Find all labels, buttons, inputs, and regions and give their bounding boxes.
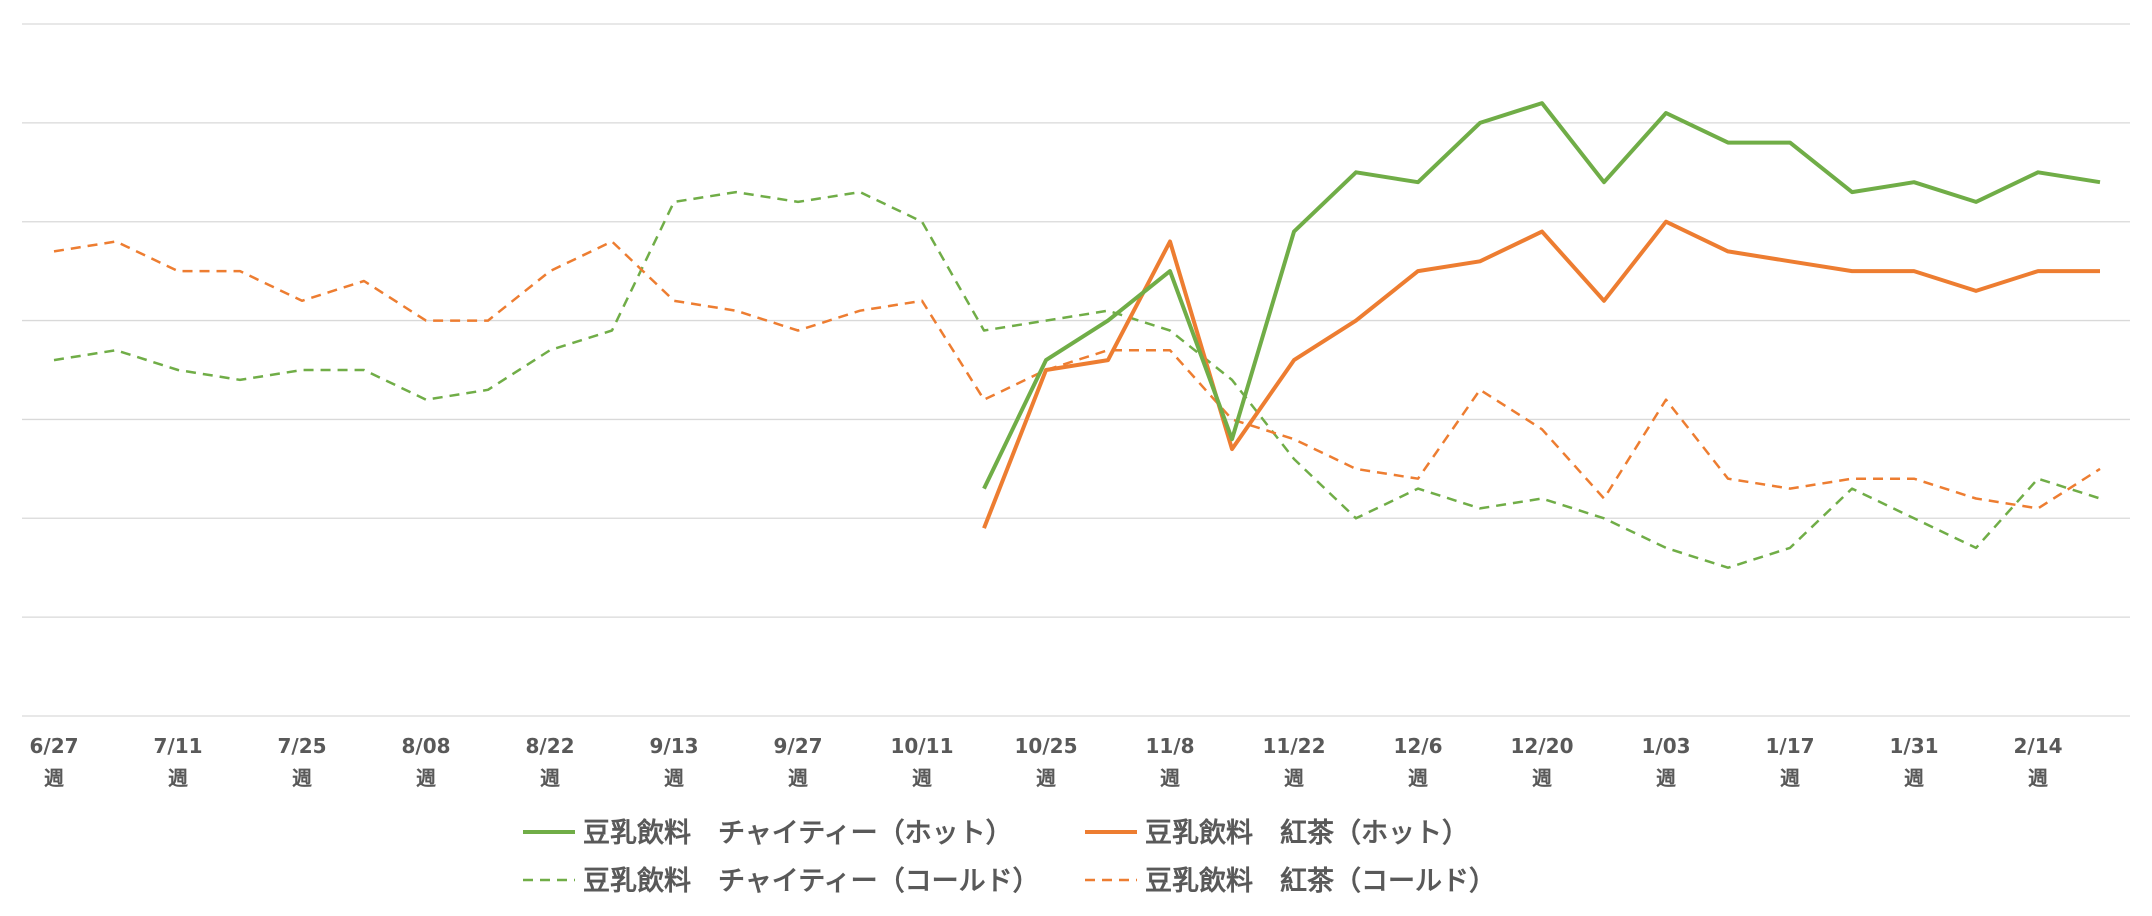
x-tick-label-unit: 週 — [1160, 766, 1180, 790]
x-tick-label-unit: 週 — [1656, 766, 1676, 790]
x-tick-label: 8/08 — [401, 734, 450, 758]
gridlines — [22, 23, 2130, 717]
x-tick-label: 1/03 — [1641, 734, 1690, 758]
legend-label: 豆乳飲料 紅茶（ホット） — [1145, 817, 1469, 849]
x-tick-label: 10/11 — [891, 734, 954, 758]
series-lines — [53, 101, 2101, 569]
x-tick-label-unit: 週 — [1904, 766, 1924, 790]
x-tick-label: 9/13 — [649, 734, 698, 758]
x-tick-label: 1/31 — [1889, 734, 1938, 758]
x-tick-label: 2/14 — [2013, 734, 2062, 758]
x-tick-label: 11/22 — [1263, 734, 1326, 758]
x-tick-label-unit: 週 — [664, 766, 684, 790]
x-tick-label-unit: 週 — [416, 766, 436, 790]
legend-label: 豆乳飲料 チャイティー（ホット） — [583, 817, 1013, 849]
x-axis-tick-labels: 6/27 週 7/11 週 7/25 週 8/08 週 8/22 週 9/13 週 9/27 週 10/11… — [29, 734, 2062, 790]
x-tick-label: 1/17 — [1765, 734, 1814, 758]
x-tick-label: 12/20 — [1511, 734, 1574, 758]
x-tick-label: 10/25 — [1015, 734, 1078, 758]
x-tick-label: 12/6 — [1393, 734, 1442, 758]
series-line-2 — [53, 190, 2101, 569]
legend-label: 豆乳飲料 紅茶（コールド） — [1145, 865, 1496, 897]
x-tick-label-unit: 週 — [1532, 766, 1552, 790]
x-tick-label: 9/27 — [773, 734, 822, 758]
x-tick-label-unit: 週 — [788, 766, 808, 790]
series-line-3 — [53, 240, 2101, 510]
x-tick-label-unit: 週 — [1780, 766, 1800, 790]
x-tick-label-unit: 週 — [1284, 766, 1304, 790]
x-tick-label-unit: 週 — [168, 766, 188, 790]
x-tick-label: 11/8 — [1145, 734, 1194, 758]
legend-label: 豆乳飲料 チャイティー（コールド） — [583, 865, 1040, 897]
x-tick-label-unit: 週 — [44, 766, 64, 790]
x-tick-label-unit: 週 — [292, 766, 312, 790]
x-tick-label-unit: 週 — [1036, 766, 1056, 790]
x-tick-label: 6/27 — [29, 734, 78, 758]
legend: 豆乳飲料 チャイティー（ホット） 豆乳飲料 紅茶（ホット） 豆乳飲料 チャイティー（… — [523, 817, 1496, 897]
x-tick-label-unit: 週 — [2028, 766, 2048, 790]
x-tick-label-unit: 週 — [912, 766, 932, 790]
x-tick-label: 7/11 — [153, 734, 202, 758]
x-tick-label: 8/22 — [525, 734, 574, 758]
series-line-1 — [982, 219, 2100, 529]
x-tick-label: 7/25 — [277, 734, 326, 758]
x-tick-label-unit: 週 — [540, 766, 560, 790]
x-tick-label-unit: 週 — [1408, 766, 1428, 790]
